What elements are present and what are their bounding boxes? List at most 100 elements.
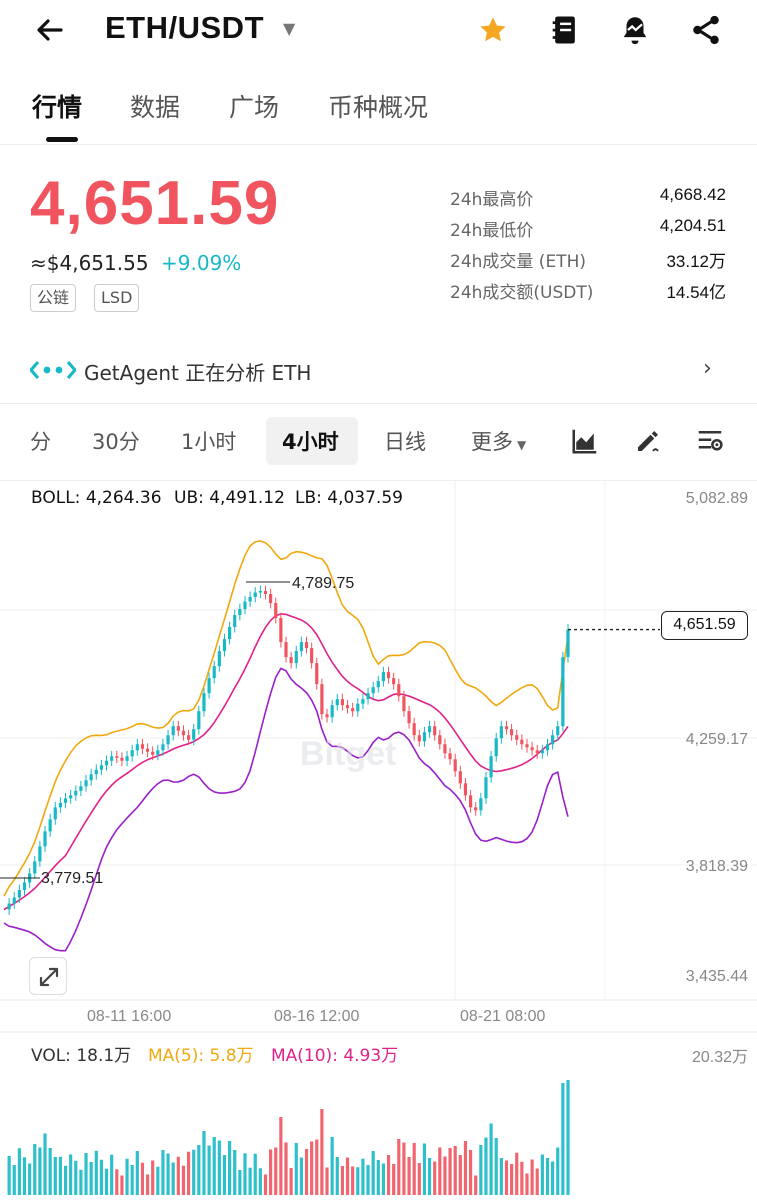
volume-bar: [130, 1165, 134, 1195]
getagent-logo-icon: [28, 358, 78, 386]
candle-body: [151, 751, 155, 755]
boll-lower-line: [3, 667, 569, 952]
interval-4h[interactable]: 4小时: [282, 430, 339, 454]
tab-market[interactable]: 行情: [32, 93, 83, 122]
stat-label: 24h最低价: [450, 221, 534, 241]
volume-bar: [340, 1166, 344, 1195]
interval-30m[interactable]: 30分: [92, 430, 140, 454]
volume-bar: [258, 1168, 262, 1195]
volume-bar: [166, 1153, 170, 1195]
volume-bar: [345, 1157, 350, 1195]
volume-bar: [458, 1155, 462, 1195]
divider: [0, 480, 757, 481]
volume-bar: [63, 1165, 68, 1195]
kline-chart[interactable]: [0, 480, 757, 1200]
candle-body: [7, 903, 11, 910]
volume-bar: [186, 1151, 191, 1195]
candle-body: [161, 744, 165, 751]
candle-body: [299, 642, 303, 652]
volume-bar: [438, 1147, 442, 1195]
x-axis-label: 08-21 08:00: [460, 1008, 546, 1025]
pair-title[interactable]: ETH/USDT: [105, 10, 264, 45]
candle-body: [145, 748, 150, 752]
volume-bar: [535, 1168, 539, 1195]
stat-label: 24h成交量 (ETH): [450, 252, 586, 272]
notebook-icon[interactable]: [545, 10, 585, 50]
candle-body: [263, 591, 268, 595]
candle-body: [427, 726, 432, 733]
stats-panel: 24h最高价 4,668.42 24h最低价 4,204.51 24h成交量 (…: [450, 183, 726, 307]
candle-body: [356, 703, 360, 712]
volume-bar: [222, 1155, 227, 1195]
candle-body: [17, 889, 21, 898]
y-axis-label: 3,818.39: [685, 858, 748, 875]
active-interval-background: [266, 417, 358, 465]
candle-body: [212, 666, 216, 679]
tab-coin-overview[interactable]: 币种概况: [328, 93, 429, 122]
candle-body: [545, 744, 550, 751]
interval-more-label: 更多: [471, 430, 513, 454]
draw-icon[interactable]: [633, 426, 663, 456]
tag-lsd[interactable]: LSD: [94, 284, 140, 312]
volume-bar: [392, 1164, 396, 1195]
volume-bar: [181, 1165, 186, 1195]
volume-indicator: VOL: 18.1万: [31, 1046, 132, 1066]
candle-body: [330, 705, 334, 718]
volume-bar: [545, 1158, 550, 1195]
chart-type-icon[interactable]: [570, 426, 600, 456]
tab-data[interactable]: 数据: [130, 93, 181, 122]
volume-bar: [156, 1166, 160, 1195]
candle-body: [166, 735, 170, 745]
getagent-banner[interactable]: GetAgent 正在分析 ETH ›: [0, 340, 757, 400]
volume-bar: [540, 1154, 544, 1195]
chevron-right-icon[interactable]: ›: [703, 356, 712, 381]
volume-bar: [417, 1163, 421, 1195]
x-axis-label: 08-16 12:00: [274, 1008, 360, 1025]
volume-bar: [89, 1162, 93, 1195]
share-icon[interactable]: [686, 10, 726, 50]
volume-bar: [299, 1157, 303, 1195]
candle-body: [253, 592, 257, 598]
interval-minute[interactable]: 分: [30, 430, 51, 454]
alert-bell-icon[interactable]: [615, 10, 655, 50]
volume-bar: [151, 1160, 155, 1195]
interval-daily[interactable]: 日线: [384, 430, 426, 454]
volume-bar: [504, 1160, 509, 1195]
last-price-marker[interactable]: 4,651.59: [661, 611, 748, 640]
volume-bar: [289, 1168, 293, 1195]
settings-icon[interactable]: [695, 426, 725, 456]
chevron-down-icon: ▼: [517, 438, 527, 452]
volume-bar: [192, 1149, 196, 1195]
candle-body: [566, 629, 570, 658]
pair-dropdown-icon[interactable]: ▼: [283, 19, 296, 38]
candle-body: [12, 897, 16, 904]
volume-bar: [110, 1154, 114, 1195]
stat-value: 4,204.51: [659, 216, 726, 235]
volume-bar: [330, 1137, 334, 1195]
expand-icon: [39, 967, 59, 987]
candle-body: [207, 678, 211, 694]
volume-bar: [530, 1159, 534, 1195]
candle-body: [438, 735, 442, 745]
tag-public-chain[interactable]: 公链: [30, 284, 77, 312]
candle-body: [202, 693, 206, 712]
tab-square[interactable]: 广场: [229, 93, 280, 122]
candle-body: [269, 594, 273, 604]
interval-1h[interactable]: 1小时: [181, 430, 237, 454]
volume-bar: [12, 1165, 16, 1195]
star-icon[interactable]: [473, 10, 513, 50]
volume-bar: [474, 1175, 478, 1195]
candle-body: [304, 642, 309, 649]
interval-more[interactable]: 更多 ▼: [471, 426, 526, 456]
volume-bar: [228, 1141, 232, 1195]
expand-chart-button[interactable]: [29, 957, 67, 995]
volume-bar: [320, 1109, 324, 1195]
volume-bar: [145, 1174, 150, 1195]
watermark-logo: Bitget: [300, 735, 397, 773]
volume-bar: [171, 1162, 175, 1195]
volume-bar: [269, 1149, 273, 1195]
candle-body: [233, 615, 237, 628]
candle-body: [474, 807, 478, 811]
back-arrow-icon[interactable]: [30, 10, 70, 50]
boll-lb-indicator: LB: 4,037.59: [295, 488, 403, 508]
